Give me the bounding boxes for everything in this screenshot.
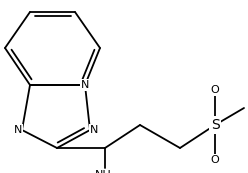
Text: NH₂: NH₂	[94, 170, 116, 173]
Text: N: N	[81, 80, 89, 90]
Text: O: O	[211, 85, 219, 95]
Text: S: S	[211, 118, 219, 132]
Text: O: O	[211, 155, 219, 165]
Text: N: N	[14, 125, 22, 135]
Text: N: N	[90, 125, 98, 135]
